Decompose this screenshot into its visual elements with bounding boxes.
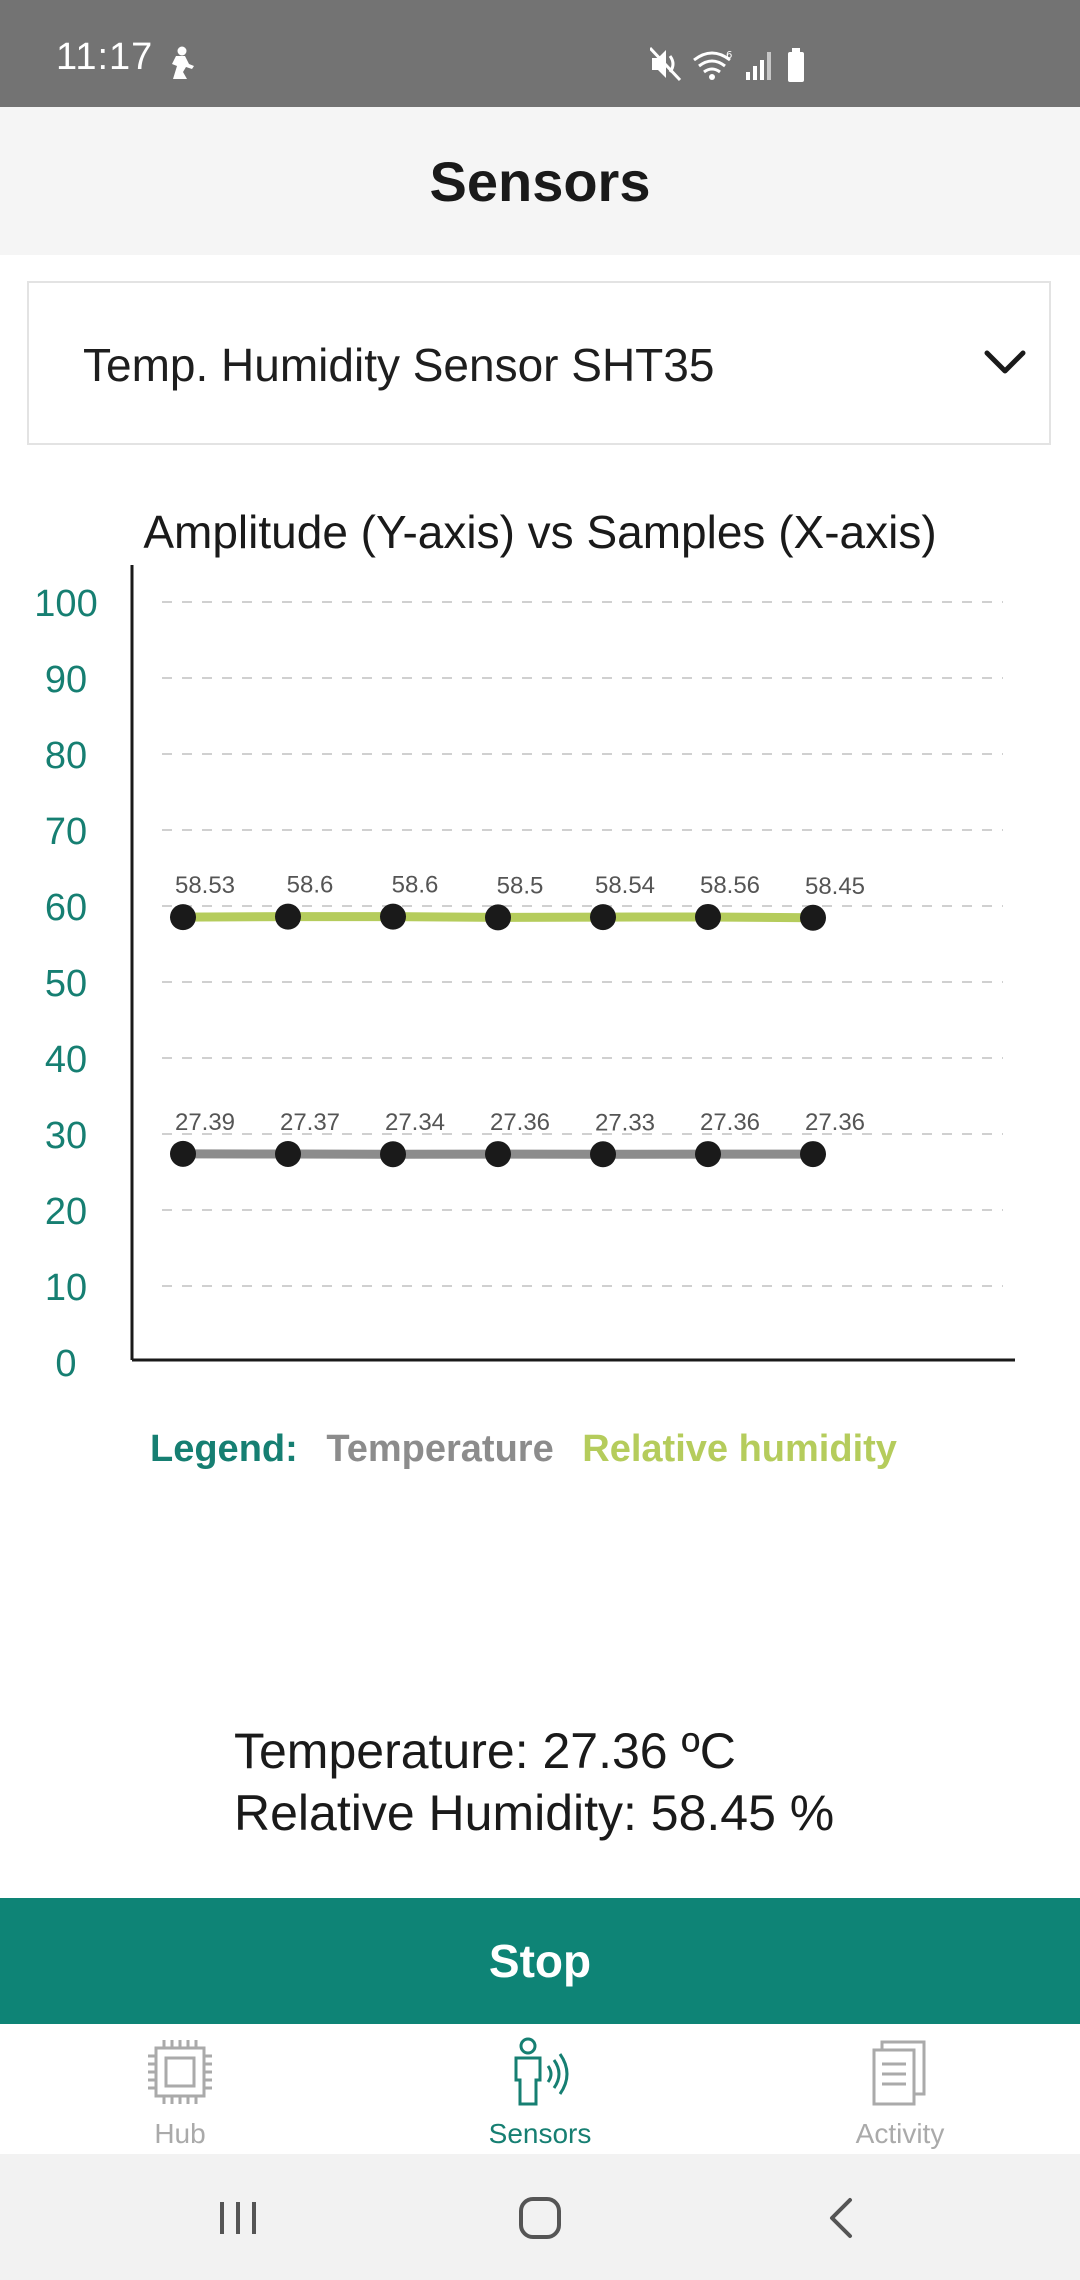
data-point	[275, 903, 301, 930]
data-label: 58.56	[700, 872, 760, 899]
app-header: Sensors	[0, 107, 1080, 255]
person-signal-icon	[514, 2037, 569, 2106]
bottom-navigation: Hub Sensors Activity	[0, 2024, 1080, 2154]
data-label: 58.5	[497, 872, 544, 899]
data-point	[380, 903, 406, 930]
page-title: Sensors	[429, 149, 651, 213]
y-tick-label: 10	[45, 1267, 87, 1309]
data-point	[695, 903, 721, 930]
recent-apps-icon[interactable]	[214, 2194, 262, 2242]
sensor-select-value: Temp. Humidity Sensor SHT35	[83, 339, 715, 391]
document-icon	[872, 2040, 926, 2106]
data-label: 58.6	[287, 872, 334, 899]
stop-button[interactable]: Stop	[0, 1898, 1080, 2024]
system-navigation-bar	[0, 2154, 1080, 2280]
data-label: 27.37	[280, 1109, 340, 1136]
data-point	[380, 1141, 406, 1168]
status-icons: 6	[650, 46, 804, 82]
svg-text:6: 6	[726, 50, 732, 61]
data-label: 27.33	[595, 1109, 655, 1136]
data-label: 58.6	[392, 872, 439, 899]
data-label: 58.45	[805, 873, 865, 900]
chip-icon	[148, 2040, 212, 2104]
data-point	[275, 1140, 301, 1167]
data-point	[695, 1141, 721, 1168]
mute-icon	[650, 46, 682, 82]
chart-legend: Legend: Temperature Relative humidity	[150, 1428, 915, 1471]
nav-label-hub: Hub	[154, 2118, 206, 2149]
data-point	[800, 1141, 826, 1168]
nav-item-activity[interactable]: Activity	[720, 2024, 1080, 2154]
sensor-select[interactable]: Temp. Humidity Sensor SHT35	[27, 281, 1051, 445]
y-tick-label: 100	[34, 583, 97, 625]
activity-indicator-icon	[172, 46, 194, 79]
data-label: 27.36	[700, 1109, 760, 1136]
data-point	[485, 904, 511, 931]
status-time: 11:17	[56, 36, 154, 78]
signal-icon	[746, 52, 771, 80]
data-label: 27.39	[175, 1109, 235, 1136]
temperature-readout: Temperature: 27.36 ºC	[234, 1723, 736, 1779]
status-bar: 11:17 6	[0, 0, 1080, 107]
y-tick-label: 60	[45, 887, 87, 929]
data-point	[590, 904, 616, 931]
nav-label-sensors: Sensors	[488, 2118, 592, 2149]
chart-title: Amplitude (Y-axis) vs Samples (X-axis)	[143, 506, 937, 558]
legend-humidity: Relative humidity	[582, 1428, 897, 1470]
y-tick-label: 80	[45, 735, 87, 777]
chevron-down-icon	[984, 350, 1026, 374]
nav-item-hub[interactable]: Hub	[0, 2024, 360, 2154]
y-tick-label: 50	[45, 963, 87, 1005]
y-tick-label: 70	[45, 811, 87, 853]
data-label: 27.36	[490, 1109, 550, 1136]
y-tick-label: 90	[45, 659, 87, 701]
data-label: 58.54	[595, 872, 655, 899]
nav-label-activity: Activity	[855, 2118, 945, 2149]
battery-icon	[788, 48, 804, 82]
data-label: 27.36	[805, 1109, 865, 1136]
nav-item-sensors[interactable]: Sensors	[360, 2024, 720, 2154]
legend-label: Legend:	[150, 1428, 298, 1470]
home-icon[interactable]	[516, 2194, 564, 2242]
data-point	[485, 1141, 511, 1168]
wifi-icon: 6	[693, 50, 732, 80]
data-point	[170, 904, 196, 931]
data-label: 27.34	[385, 1109, 445, 1136]
back-icon[interactable]	[818, 2194, 866, 2242]
humidity-readout: Relative Humidity: 58.45 %	[234, 1785, 835, 1841]
data-label: 58.53	[175, 872, 235, 899]
y-tick-label: 30	[45, 1115, 87, 1157]
legend-temperature: Temperature	[326, 1428, 554, 1470]
y-tick-label: 40	[45, 1039, 87, 1081]
data-point	[800, 904, 826, 931]
data-point	[170, 1140, 196, 1167]
y-tick-label: 20	[45, 1191, 87, 1233]
y-tick-label: 0	[55, 1343, 76, 1385]
data-point	[590, 1141, 616, 1168]
